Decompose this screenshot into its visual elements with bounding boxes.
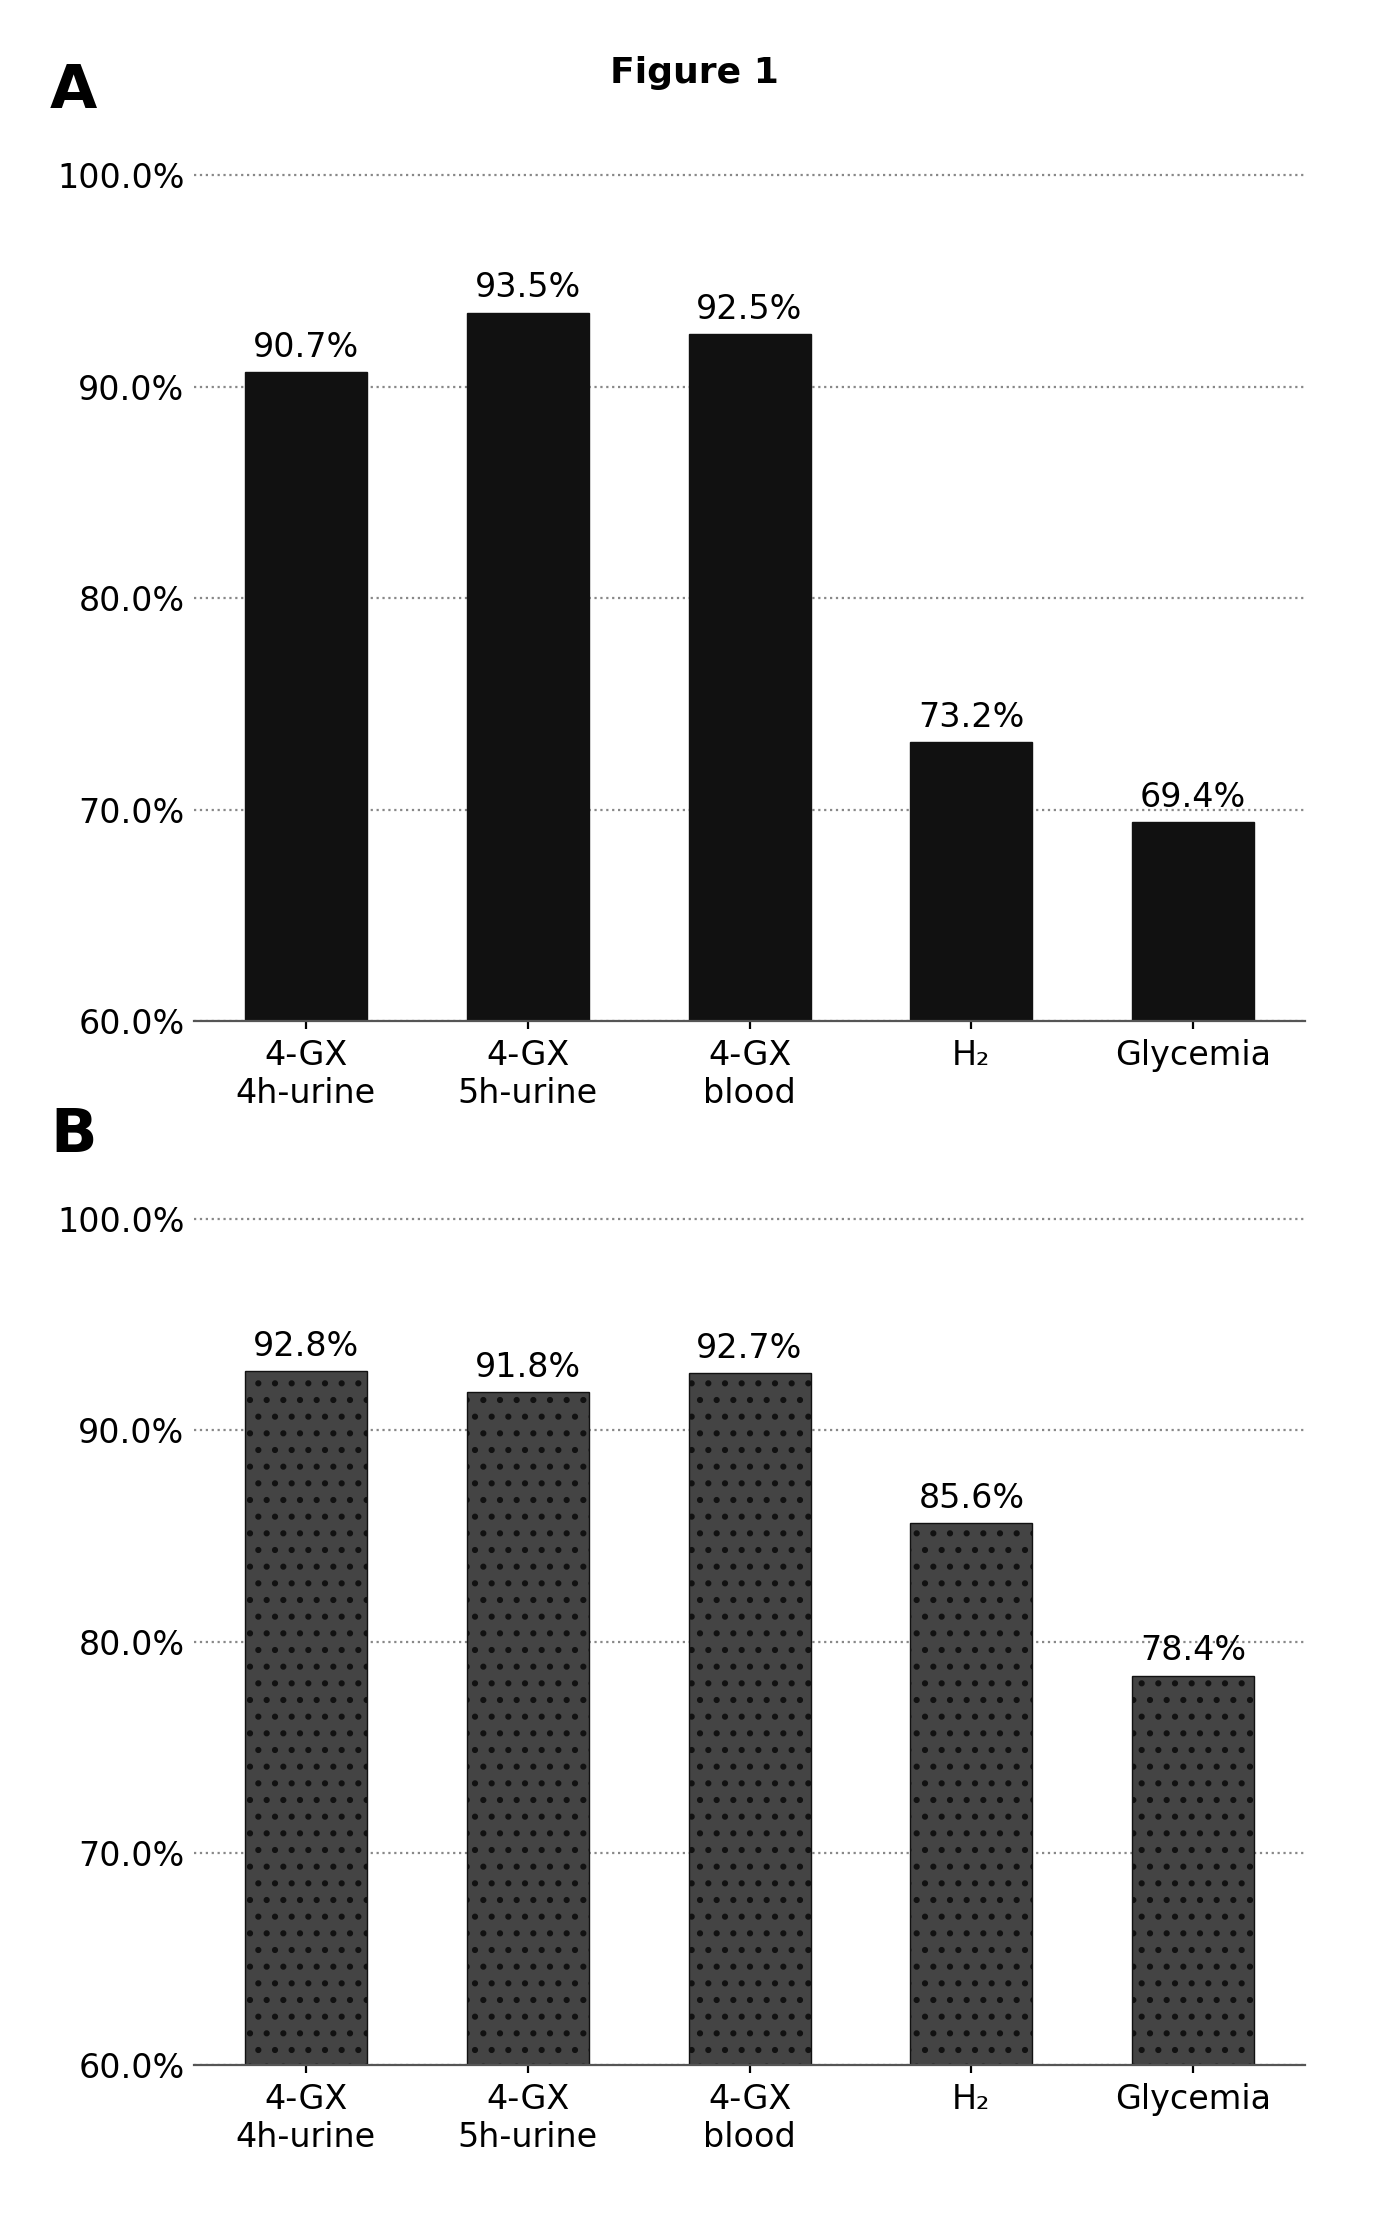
Bar (911, 1523, 1033, 2065)
Text: 90.7%: 90.7% (253, 331, 359, 364)
Text: 69.4%: 69.4% (1140, 781, 1246, 815)
Text: 92.5%: 92.5% (697, 293, 802, 326)
Text: B: B (50, 1106, 97, 1166)
Bar (1133, 821, 1255, 1021)
Text: 92.8%: 92.8% (253, 1330, 359, 1363)
Bar (1133, 1676, 1255, 2065)
Text: Figure 1: Figure 1 (609, 56, 779, 89)
Bar (466, 1392, 589, 2065)
Text: 78.4%: 78.4% (1140, 1634, 1246, 1667)
Text: 92.7%: 92.7% (697, 1332, 802, 1365)
Text: 91.8%: 91.8% (475, 1350, 580, 1383)
Bar (688, 333, 811, 1021)
Text: A: A (50, 62, 97, 122)
Bar (244, 1372, 366, 2065)
Bar (911, 741, 1033, 1021)
Bar (466, 313, 589, 1021)
Text: 73.2%: 73.2% (919, 702, 1024, 733)
Bar (688, 1374, 811, 2065)
Text: 85.6%: 85.6% (919, 1483, 1024, 1514)
Bar (244, 373, 366, 1021)
Text: 93.5%: 93.5% (475, 271, 580, 304)
